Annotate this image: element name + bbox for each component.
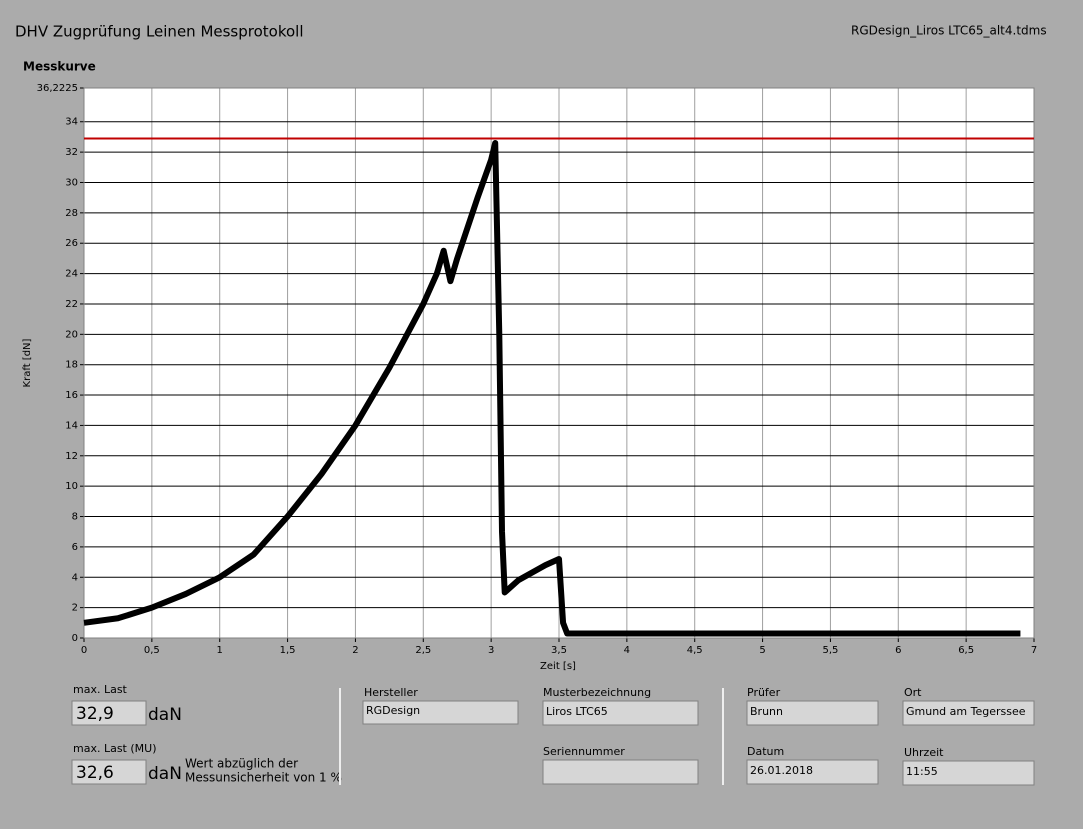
value-box (71, 759, 147, 785)
field-label: max. Last (MU) (73, 742, 157, 755)
file-name: RGDesign_Liros LTC65_alt4.tdms (851, 24, 1047, 38)
x-axis-label: Zeit [s] (540, 661, 576, 672)
field-value: 32,9 (76, 704, 114, 724)
y-tick-label: 10 (65, 481, 78, 492)
y-tick-label: 12 (65, 451, 78, 462)
y-tick-label: 18 (65, 360, 78, 371)
y-axis-label: Kraft [dN] (22, 338, 33, 387)
x-tick-label: 2 (352, 645, 358, 656)
field-label: Datum (747, 745, 784, 758)
note: Messunsicherheit von 1 % (185, 771, 342, 785)
field-value: 32,6 (76, 763, 114, 783)
x-tick-label: 3,5 (551, 645, 567, 656)
y-tick-label: 20 (65, 329, 78, 340)
x-tick-label: 0,5 (144, 645, 160, 656)
text-box (542, 759, 699, 785)
chart-title: Messkurve (23, 60, 96, 74)
x-tick-label: 4 (624, 645, 630, 656)
field-value: Brunn (750, 705, 783, 718)
unit: daN (148, 705, 182, 725)
x-tick-label: 0 (81, 645, 87, 656)
value-box (71, 700, 147, 726)
y-tick-label: 16 (65, 390, 78, 401)
text-box (542, 700, 699, 726)
text-box (746, 700, 879, 726)
y-tick-label: 30 (65, 177, 78, 188)
y-tick-label: 26 (65, 238, 78, 249)
plot-border (83, 87, 1035, 639)
y-tick-label: 36,2225 (37, 83, 78, 94)
x-tick-label: 7 (1031, 645, 1037, 656)
title: DHV Zugprüfung Leinen Messprotokoll (15, 23, 304, 41)
text-box (362, 700, 519, 725)
x-tick-label: 6 (895, 645, 901, 656)
data-line (83, 140, 1021, 637)
y-tick-label: 24 (65, 269, 78, 280)
field-label: Seriennummer (543, 745, 625, 758)
text-box (902, 700, 1035, 726)
y-tick-label: 4 (72, 572, 78, 583)
x-tick-label: 1,5 (280, 645, 296, 656)
y-tick-label: 8 (72, 512, 78, 523)
field-label: Uhrzeit (904, 746, 944, 759)
x-tick-label: 6,5 (958, 645, 974, 656)
x-tick-label: 5,5 (822, 645, 838, 656)
field-label: Hersteller (364, 686, 418, 699)
unit: daN (148, 764, 182, 784)
x-tick-label: 3 (488, 645, 494, 656)
y-tick-label: 0 (72, 633, 78, 644)
y-tick-label: 2 (72, 603, 78, 614)
y-tick-label: 28 (65, 208, 78, 219)
x-tick-label: 2,5 (415, 645, 431, 656)
note: Wert abzüglich der (185, 757, 298, 771)
field-value: RGDesign (366, 704, 420, 717)
y-tick-label: 6 (72, 542, 78, 553)
plot: 0 0,5 1 1,5 2 2,5 3 3,5 4 4,5 5 5,5 6 6,5 702468101214… (37, 83, 1038, 656)
field-label: Prüfer (747, 686, 781, 699)
field-label: Musterbezeichnung (543, 686, 651, 699)
y-tick-label: 22 (65, 299, 78, 310)
x-tick-label: 4,5 (687, 645, 703, 656)
y-tick-label: 14 (65, 420, 78, 431)
field-label: Ort (904, 686, 922, 699)
field-label: max. Last (73, 683, 128, 696)
field-value: 11:55 (906, 765, 938, 778)
text-box (902, 760, 1035, 786)
x-tick-label: 1 (217, 645, 223, 656)
y-tick-label: 32 (65, 147, 78, 158)
field-value: 26.01.2018 (750, 764, 813, 777)
x-tick-label: 5 (759, 645, 765, 656)
y-tick-label: 34 (65, 117, 78, 128)
field-value: Liros LTC65 (546, 705, 608, 718)
text-box (746, 759, 879, 785)
field-value: Gmund am Tegerssee (906, 705, 1026, 718)
